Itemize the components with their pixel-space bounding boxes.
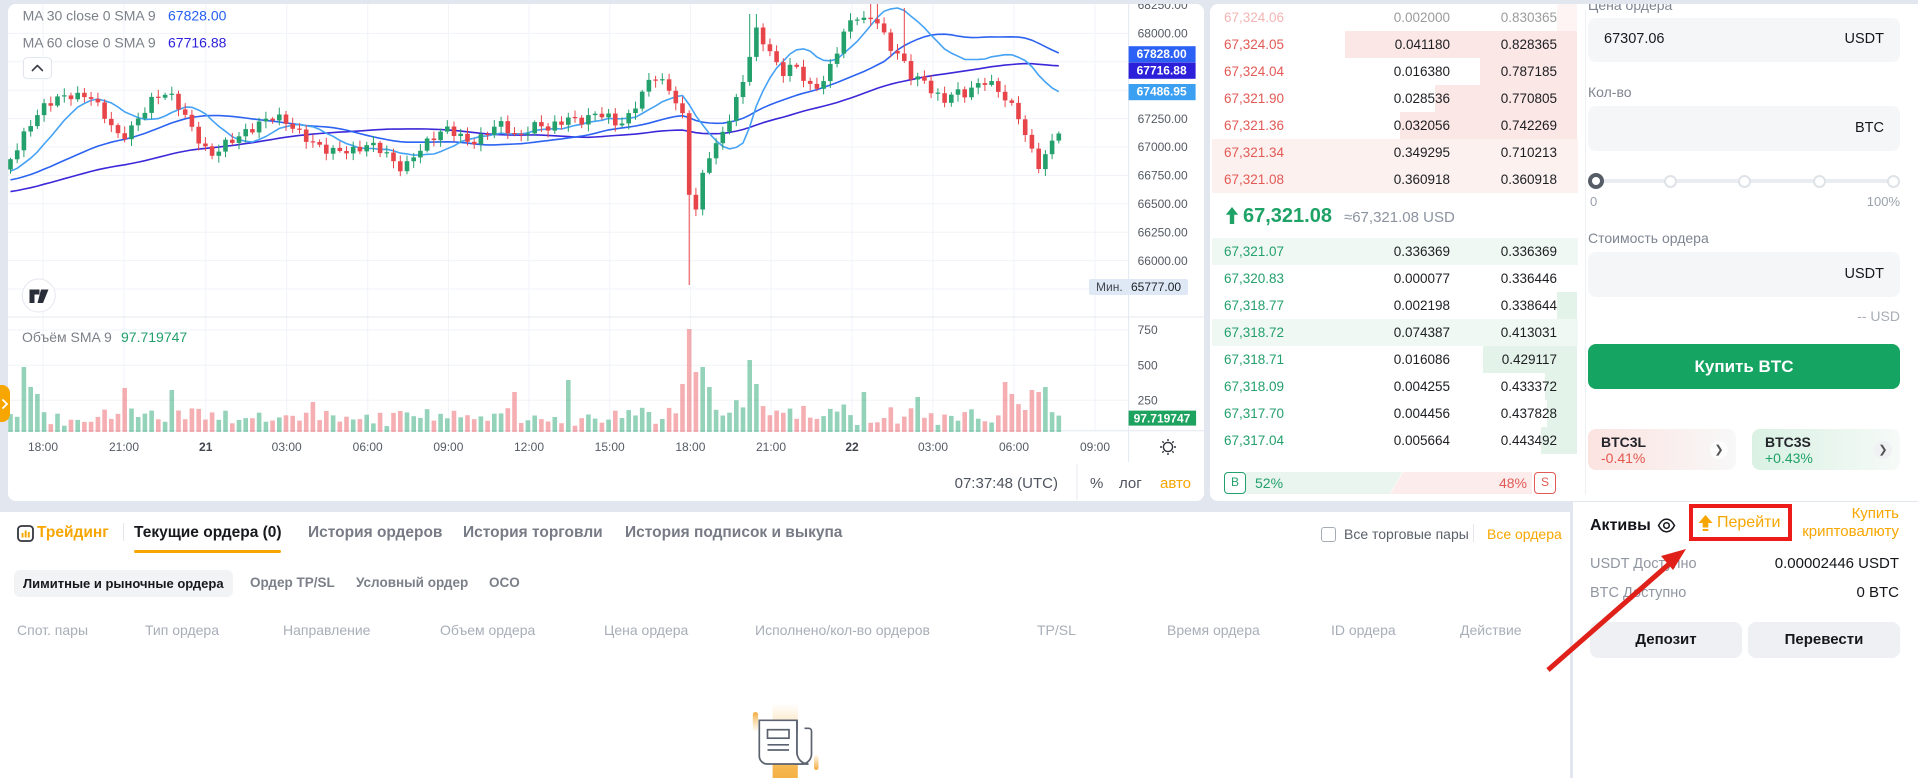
svg-text:%: % (1090, 475, 1103, 492)
svg-text:15:00: 15:00 (595, 440, 625, 454)
svg-text:06:00: 06:00 (999, 440, 1029, 454)
svg-text:67486.95: 67486.95 (1137, 85, 1187, 99)
svg-text:500: 500 (1138, 359, 1158, 373)
svg-text:09:00: 09:00 (433, 440, 463, 454)
svg-text:67828.00: 67828.00 (168, 8, 227, 24)
svg-text:68000.00: 68000.00 (1138, 27, 1188, 41)
svg-text:68250.00: 68250.00 (1138, 4, 1188, 12)
svg-text:21: 21 (199, 440, 213, 454)
svg-text:66250.00: 66250.00 (1138, 225, 1188, 239)
svg-text:06:00: 06:00 (353, 440, 383, 454)
svg-text:66000.00: 66000.00 (1138, 254, 1188, 268)
svg-text:авто: авто (1160, 475, 1191, 492)
svg-text:22: 22 (845, 440, 859, 454)
svg-text:67828.00: 67828.00 (1137, 47, 1187, 61)
svg-text:66750.00: 66750.00 (1138, 169, 1188, 183)
svg-text:21:00: 21:00 (756, 440, 786, 454)
svg-text:21:00: 21:00 (109, 440, 139, 454)
svg-text:67000.00: 67000.00 (1138, 140, 1188, 154)
svg-text:67716.88: 67716.88 (1137, 63, 1187, 77)
svg-text:250: 250 (1138, 394, 1158, 408)
svg-text:67716.88: 67716.88 (168, 35, 227, 51)
svg-text:Мин.: Мин. (1096, 280, 1123, 294)
svg-text:MA 60 close 0 SMA 9: MA 60 close 0 SMA 9 (23, 35, 156, 51)
svg-text:97.719747: 97.719747 (1134, 411, 1191, 425)
svg-text:65777.00: 65777.00 (1131, 280, 1181, 294)
svg-text:лог: лог (1119, 475, 1142, 492)
svg-text:03:00: 03:00 (918, 440, 948, 454)
svg-text:18:00: 18:00 (28, 440, 58, 454)
svg-text:Объём SMA 9: Объём SMA 9 (22, 329, 112, 345)
svg-text:18:00: 18:00 (675, 440, 705, 454)
svg-text:67250.00: 67250.00 (1138, 112, 1188, 126)
svg-text:97.719747: 97.719747 (121, 329, 187, 345)
svg-text:07:37:48 (UTC): 07:37:48 (UTC) (955, 475, 1058, 492)
svg-text:03:00: 03:00 (272, 440, 302, 454)
svg-text:750: 750 (1138, 323, 1158, 337)
svg-text:MA 30 close 0 SMA 9: MA 30 close 0 SMA 9 (23, 8, 156, 24)
svg-text:12:00: 12:00 (514, 440, 544, 454)
svg-text:09:00: 09:00 (1080, 440, 1110, 454)
svg-text:66500.00: 66500.00 (1138, 197, 1188, 211)
